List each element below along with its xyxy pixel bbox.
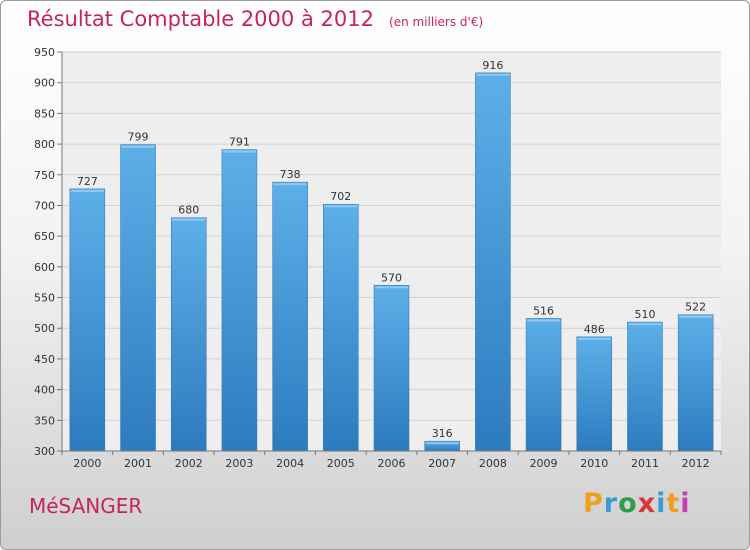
y-tick-label: 650 <box>34 230 55 243</box>
bars <box>69 72 714 452</box>
bar-highlight <box>222 150 256 153</box>
chart-title: Résultat Comptable 2000 à 2012 (en milli… <box>27 7 483 31</box>
bar <box>576 336 613 452</box>
data-label: 522 <box>685 301 706 314</box>
x-tick-label: 2010 <box>580 457 608 470</box>
bar-highlight <box>375 286 408 289</box>
y-tick-label: 600 <box>34 261 55 274</box>
y-axis-ticks: 300 350 400 450 500 550 600 650 700 750 800 850 900 9… <box>34 46 62 458</box>
data-label: 516 <box>533 304 554 317</box>
bar <box>120 144 156 452</box>
x-tick-label: 2009 <box>530 457 558 470</box>
chart-unit-text: (en milliers d'€) <box>389 15 484 29</box>
bar-highlight <box>70 189 104 192</box>
bar <box>627 321 663 452</box>
y-tick-label: 300 <box>34 445 55 458</box>
data-label: 702 <box>330 190 351 203</box>
bar-highlight <box>121 145 155 148</box>
x-axis-ticks: 2000 2001 2002 2003 2004 2005 2006 2007 2008 2009… <box>61 451 722 470</box>
y-tick-label: 400 <box>34 384 55 397</box>
logo-letter: P <box>583 488 604 519</box>
bar-highlight <box>476 73 510 76</box>
data-label: 510 <box>634 308 655 321</box>
data-label: 791 <box>229 136 250 149</box>
bar-highlight <box>527 319 561 322</box>
bar-highlight <box>628 323 662 326</box>
bar <box>677 314 714 452</box>
y-tick-label: 700 <box>34 199 55 212</box>
logo-letter: t <box>666 488 681 519</box>
bar-highlight <box>577 337 611 340</box>
logo-letter: x <box>637 488 657 519</box>
bar <box>272 181 308 452</box>
data-label: 486 <box>584 323 605 336</box>
axes <box>61 52 721 452</box>
y-tick-label: 950 <box>34 46 55 59</box>
logo-letter: i <box>656 488 667 519</box>
data-label: 727 <box>77 175 98 188</box>
x-tick-label: 2006 <box>378 457 406 470</box>
bar <box>373 285 410 452</box>
logo-letter: i <box>680 488 691 519</box>
y-tick-label: 850 <box>34 107 55 120</box>
data-label: 738 <box>280 168 301 181</box>
bar-highlight <box>425 442 459 445</box>
bar <box>170 217 207 452</box>
bar-highlight <box>273 183 307 186</box>
y-tick-label: 500 <box>34 322 55 335</box>
bar <box>221 149 258 452</box>
logo-letter: r <box>603 488 619 519</box>
data-label: 916 <box>482 59 503 72</box>
y-tick-label: 550 <box>34 292 55 305</box>
bar <box>475 72 511 452</box>
x-tick-label: 2007 <box>428 457 456 470</box>
town-name: MéSANGER <box>29 494 143 518</box>
bar-highlight <box>324 205 358 208</box>
bar <box>323 203 359 452</box>
bar-highlight <box>679 315 713 318</box>
x-tick-label: 2001 <box>124 457 152 470</box>
x-tick-label: 2008 <box>479 457 507 470</box>
y-tick-label: 450 <box>34 353 55 366</box>
x-tick-label: 2005 <box>327 457 355 470</box>
proxiti-logo: Proxiti <box>583 488 691 519</box>
data-label: 680 <box>178 204 199 217</box>
y-tick-label: 750 <box>34 169 55 182</box>
data-label: 799 <box>128 131 149 144</box>
y-tick-label: 800 <box>34 138 55 151</box>
data-labels: 727 799 680 791 738 702 570 316 916 516 486 510 522 <box>77 59 706 440</box>
bar-highlight <box>172 218 206 221</box>
x-tick-label: 2012 <box>682 457 710 470</box>
bar <box>525 318 562 452</box>
bar <box>69 188 106 452</box>
x-tick-label: 2002 <box>175 457 203 470</box>
x-tick-label: 2004 <box>276 457 304 470</box>
y-tick-label: 900 <box>34 77 55 90</box>
x-tick-label: 2000 <box>73 457 101 470</box>
chart-title-text: Résultat Comptable 2000 à 2012 <box>27 7 374 31</box>
data-label: 570 <box>381 271 402 284</box>
y-tick-label: 350 <box>34 414 55 427</box>
x-tick-label: 2011 <box>631 457 659 470</box>
x-tick-label: 2003 <box>225 457 253 470</box>
data-label: 316 <box>432 427 453 440</box>
logo-letter: o <box>618 488 638 519</box>
